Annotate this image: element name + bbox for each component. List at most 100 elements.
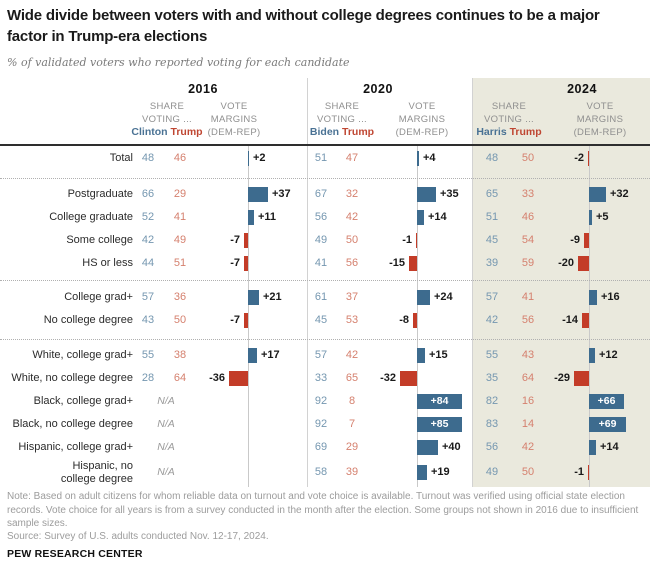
margin-value: -7 xyxy=(230,234,240,246)
margin-value: +5 xyxy=(596,211,609,223)
voting-label: VOTING ... xyxy=(142,114,192,125)
margin-bar xyxy=(589,210,592,225)
table-row: White, college grad+ 55 38 +17 57 42 +15 55 43 +1… xyxy=(0,344,650,367)
dem-share-value: 66 xyxy=(141,188,155,200)
rep-share-value: 33 xyxy=(521,188,535,200)
row-label: Postgraduate xyxy=(67,188,133,200)
margin-value: +15 xyxy=(429,349,448,361)
dem-share-value: 57 xyxy=(485,291,499,303)
rep-share-value: 64 xyxy=(521,372,535,384)
rep-share-value: 42 xyxy=(521,441,535,453)
na-value: N/A xyxy=(157,395,175,407)
margin-bar xyxy=(248,151,249,166)
row-label: Hispanic, no college degree xyxy=(60,460,133,485)
dem-share-value: 35 xyxy=(485,372,499,384)
dem-share-value: 41 xyxy=(314,257,328,269)
vote-margins-header-2020: VOTE MARGINS (DEM-REP) xyxy=(367,100,477,139)
row-label: No college degree xyxy=(43,314,133,326)
row-label: Total xyxy=(109,152,133,164)
rep-share-value: 56 xyxy=(345,257,359,269)
margin-value: -32 xyxy=(380,372,396,384)
margin-value: +69 xyxy=(598,418,617,430)
table-row: Hispanic, no college degree N/A 58 39 +19 49 5… xyxy=(0,457,650,487)
row-label: HS or less xyxy=(82,257,133,269)
section-divider-2020-2024 xyxy=(472,78,473,487)
rep-share-value: 47 xyxy=(345,152,359,164)
margin-value: -1 xyxy=(574,466,584,478)
margin-value: +14 xyxy=(600,441,619,453)
dem-share-value: 83 xyxy=(485,418,499,430)
margin-bar xyxy=(248,210,254,225)
brand-footer: PEW RESEARCH CENTER xyxy=(7,548,143,560)
rep-share-value: 46 xyxy=(521,211,535,223)
margin-bar xyxy=(417,348,425,363)
section-divider-2016-2020 xyxy=(307,78,308,487)
candidates-2016: Clinton Trump xyxy=(112,126,222,139)
margin-bar xyxy=(229,371,248,386)
table-row: Postgraduate 66 29 +37 67 32 +35 65 33 +32 xyxy=(0,183,650,206)
vote-margins-header-2024: VOTE MARGINS (DEM-REP) xyxy=(545,100,650,139)
table-row: Hispanic, college grad+ N/A 69 29 +40 56 42 +14 xyxy=(0,436,650,459)
table-row: Black, college grad+ N/A 92 8 +84 82 16 +66 xyxy=(0,390,650,413)
zero-axis-2020 xyxy=(417,146,418,487)
dem-share-value: 82 xyxy=(485,395,499,407)
margin-bar xyxy=(244,313,248,328)
candidates-2020: Biden Trump xyxy=(287,126,397,139)
vote-label: VOTE xyxy=(220,101,248,112)
dem-share-value: 42 xyxy=(141,234,155,246)
dem-share-value: 44 xyxy=(141,257,155,269)
row-label: Hispanic, college grad+ xyxy=(18,441,133,453)
margin-bar xyxy=(582,313,589,328)
rep-share-value: 50 xyxy=(521,152,535,164)
rep-share-value: 50 xyxy=(521,466,535,478)
table-row: Black, no college degree N/A 92 7 +85 83 14 +69 xyxy=(0,413,650,436)
row-label: College graduate xyxy=(49,211,133,223)
na-value: N/A xyxy=(157,441,175,453)
share-voting-header-2020: SHARE VOTING ... Biden Trump xyxy=(287,100,397,139)
voting-label: VOTING ... xyxy=(317,114,367,125)
margins-label: MARGINS xyxy=(210,114,258,125)
row-label: White, no college degree xyxy=(11,372,133,384)
margin-bar xyxy=(589,348,595,363)
dem-share-value: 65 xyxy=(485,188,499,200)
dem-share-value: 57 xyxy=(314,349,328,361)
rep-share-value: 29 xyxy=(173,188,187,200)
rep-share-value: 54 xyxy=(521,234,535,246)
rep-share-value: 56 xyxy=(521,314,535,326)
margin-bar xyxy=(244,256,248,271)
margin-value: -7 xyxy=(230,257,240,269)
rep-share-value: 16 xyxy=(521,395,535,407)
margin-value: +37 xyxy=(272,188,291,200)
margin-value: +85 xyxy=(430,418,449,430)
margin-bar xyxy=(416,233,417,248)
rep-share-value: 14 xyxy=(521,418,535,430)
margin-value: -15 xyxy=(389,257,405,269)
margin-value: +2 xyxy=(253,152,266,164)
year-label-2024: 2024 xyxy=(567,82,597,96)
margin-bar xyxy=(417,464,427,480)
table-row: HS or less 44 51 -7 41 56 -15 39 59 -20 xyxy=(0,252,650,275)
margin-bar xyxy=(578,256,589,271)
rep-share-value: 41 xyxy=(173,211,187,223)
margin-bar xyxy=(417,290,430,305)
margin-value: +66 xyxy=(597,395,616,407)
margin-bar xyxy=(589,187,606,202)
row-label: College grad+ xyxy=(64,291,133,303)
margin-bar xyxy=(248,290,259,305)
rep-share-value: 64 xyxy=(173,372,187,384)
share-label: SHARE xyxy=(491,101,527,112)
zero-axis-2024 xyxy=(589,146,590,487)
dem-rep-label: (DEM-REP) xyxy=(207,127,261,138)
margin-bar xyxy=(588,464,589,480)
dem-share-value: 92 xyxy=(314,418,328,430)
dem-share-value: 49 xyxy=(485,466,499,478)
margin-bar xyxy=(417,210,424,225)
margin-value: -20 xyxy=(558,257,574,269)
margin-bar xyxy=(584,233,589,248)
rep-share-value: 53 xyxy=(345,314,359,326)
dem-share-value: 45 xyxy=(314,314,328,326)
margin-bar xyxy=(244,233,248,248)
margin-value: +21 xyxy=(263,291,282,303)
margin-value: -7 xyxy=(230,314,240,326)
